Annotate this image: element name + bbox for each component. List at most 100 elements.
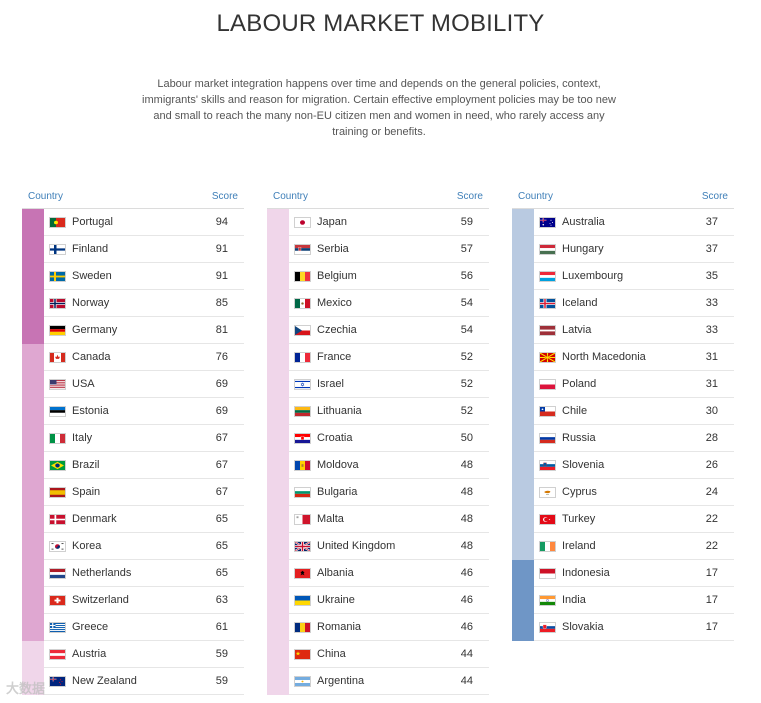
score-band-swatch xyxy=(267,263,289,290)
us-flag-icon xyxy=(49,379,66,390)
table-row[interactable]: Japan 59 xyxy=(267,209,489,236)
table-row[interactable]: Czechia 54 xyxy=(267,317,489,344)
table-row[interactable]: Portugal 94 xyxy=(22,209,244,236)
gb-flag-icon xyxy=(294,541,311,552)
table-row[interactable]: USA 69 xyxy=(22,371,244,398)
table-row[interactable]: France 52 xyxy=(267,344,489,371)
table-row[interactable]: Ireland 22 xyxy=(512,533,734,560)
country-name: Iceland xyxy=(562,297,598,309)
country-column-header[interactable]: Country xyxy=(28,191,64,202)
table-row[interactable]: Romania 46 xyxy=(267,614,489,641)
il-flag-icon xyxy=(294,379,311,390)
country-column-header[interactable]: Country xyxy=(518,191,554,202)
table-row[interactable]: China 44 xyxy=(267,641,489,668)
country-score: 54 xyxy=(460,324,473,336)
be-flag-icon xyxy=(294,271,311,282)
country-name: Bulgaria xyxy=(317,486,358,498)
table-row[interactable]: Bulgaria 48 xyxy=(267,479,489,506)
sk-flag-icon xyxy=(539,622,556,633)
score-band-swatch xyxy=(512,614,534,641)
country-name: Ukraine xyxy=(317,594,355,606)
dk-flag-icon xyxy=(49,514,66,525)
table-row[interactable]: Sweden 91 xyxy=(22,263,244,290)
country-name: Netherlands xyxy=(72,567,132,579)
table-row[interactable]: Iceland 33 xyxy=(512,290,734,317)
kr-flag-icon xyxy=(49,541,66,552)
table-row[interactable]: Turkey 22 xyxy=(512,506,734,533)
table-row[interactable]: Greece 61 xyxy=(22,614,244,641)
table-row[interactable]: Ukraine 46 xyxy=(267,587,489,614)
country-name: Korea xyxy=(72,540,102,552)
table-row[interactable]: Spain 67 xyxy=(22,479,244,506)
score-band-swatch xyxy=(267,398,289,425)
country-score: 22 xyxy=(705,540,718,552)
score-column-header[interactable]: Score xyxy=(211,191,238,202)
country-name: Turkey xyxy=(562,513,596,525)
country-score: 26 xyxy=(705,459,718,471)
table-row[interactable]: Australia 37 xyxy=(512,209,734,236)
table-row[interactable]: Austria 59 xyxy=(22,641,244,668)
table-body: Japan 59 Serbia 57 Belgium 56 Mexico 54 Czechia 5… xyxy=(267,209,489,695)
table-row[interactable]: Argentina 44 xyxy=(267,668,489,695)
country-name: Mexico xyxy=(317,297,352,309)
country-name: Croatia xyxy=(317,432,353,444)
table-row[interactable]: Slovakia 17 xyxy=(512,614,734,641)
table-row[interactable]: Croatia 50 xyxy=(267,425,489,452)
score-band-swatch xyxy=(512,398,534,425)
table-row[interactable]: Chile 30 xyxy=(512,398,734,425)
table-row[interactable]: Moldova 48 xyxy=(267,452,489,479)
country-name: Norway xyxy=(72,297,110,309)
table-row[interactable]: Lithuania 52 xyxy=(267,398,489,425)
table-row[interactable]: Slovenia 26 xyxy=(512,452,734,479)
country-name: Slovenia xyxy=(562,459,605,471)
table-row[interactable]: Canada 76 xyxy=(22,344,244,371)
in-flag-icon xyxy=(539,595,556,606)
table-row[interactable]: Serbia 57 xyxy=(267,236,489,263)
id-flag-icon xyxy=(539,568,556,579)
table-row[interactable]: Mexico 54 xyxy=(267,290,489,317)
table-row[interactable]: Switzerland 63 xyxy=(22,587,244,614)
score-band-swatch xyxy=(512,236,534,263)
score-band-swatch xyxy=(512,506,534,533)
country-score: 57 xyxy=(460,243,473,255)
score-column-header[interactable]: Score xyxy=(456,191,483,202)
table-row[interactable]: Luxembourg 35 xyxy=(512,263,734,290)
table-row[interactable]: Estonia 69 xyxy=(22,398,244,425)
country-score: 48 xyxy=(460,459,473,471)
table-row[interactable]: Germany 81 xyxy=(22,317,244,344)
table-row[interactable]: Poland 31 xyxy=(512,371,734,398)
score-table-3: Country Score Australia 37 Hungary 37 Luxemb… xyxy=(512,186,734,641)
table-row[interactable]: Italy 67 xyxy=(22,425,244,452)
table-row[interactable]: Malta 48 xyxy=(267,506,489,533)
table-row[interactable]: Netherlands 65 xyxy=(22,560,244,587)
table-row[interactable]: Israel 52 xyxy=(267,371,489,398)
table-row[interactable]: Denmark 65 xyxy=(22,506,244,533)
country-score: 94 xyxy=(215,216,228,228)
country-name: Romania xyxy=(317,621,362,633)
table-row[interactable]: New Zealand 59 xyxy=(22,668,244,695)
it-flag-icon xyxy=(49,433,66,444)
table-row[interactable]: Hungary 37 xyxy=(512,236,734,263)
table-row[interactable]: Albania 46 xyxy=(267,560,489,587)
ee-flag-icon xyxy=(49,406,66,417)
country-name: Italy xyxy=(72,432,93,444)
table-row[interactable]: United Kingdom 48 xyxy=(267,533,489,560)
score-band-swatch xyxy=(22,452,44,479)
table-row[interactable]: Norway 85 xyxy=(22,290,244,317)
table-row[interactable]: Belgium 56 xyxy=(267,263,489,290)
score-band-swatch xyxy=(267,290,289,317)
table-row[interactable]: Latvia 33 xyxy=(512,317,734,344)
table-row[interactable]: Brazil 67 xyxy=(22,452,244,479)
table-row[interactable]: Indonesia 17 xyxy=(512,560,734,587)
score-column-header[interactable]: Score xyxy=(701,191,728,202)
table-row[interactable]: Cyprus 24 xyxy=(512,479,734,506)
country-name: Australia xyxy=(562,216,605,228)
country-name: Finland xyxy=(72,243,109,255)
table-row[interactable]: India 17 xyxy=(512,587,734,614)
country-score: 17 xyxy=(705,594,718,606)
table-row[interactable]: Finland 91 xyxy=(22,236,244,263)
table-row[interactable]: Korea 65 xyxy=(22,533,244,560)
country-column-header[interactable]: Country xyxy=(273,191,309,202)
table-row[interactable]: Russia 28 xyxy=(512,425,734,452)
table-row[interactable]: North Macedonia 31 xyxy=(512,344,734,371)
